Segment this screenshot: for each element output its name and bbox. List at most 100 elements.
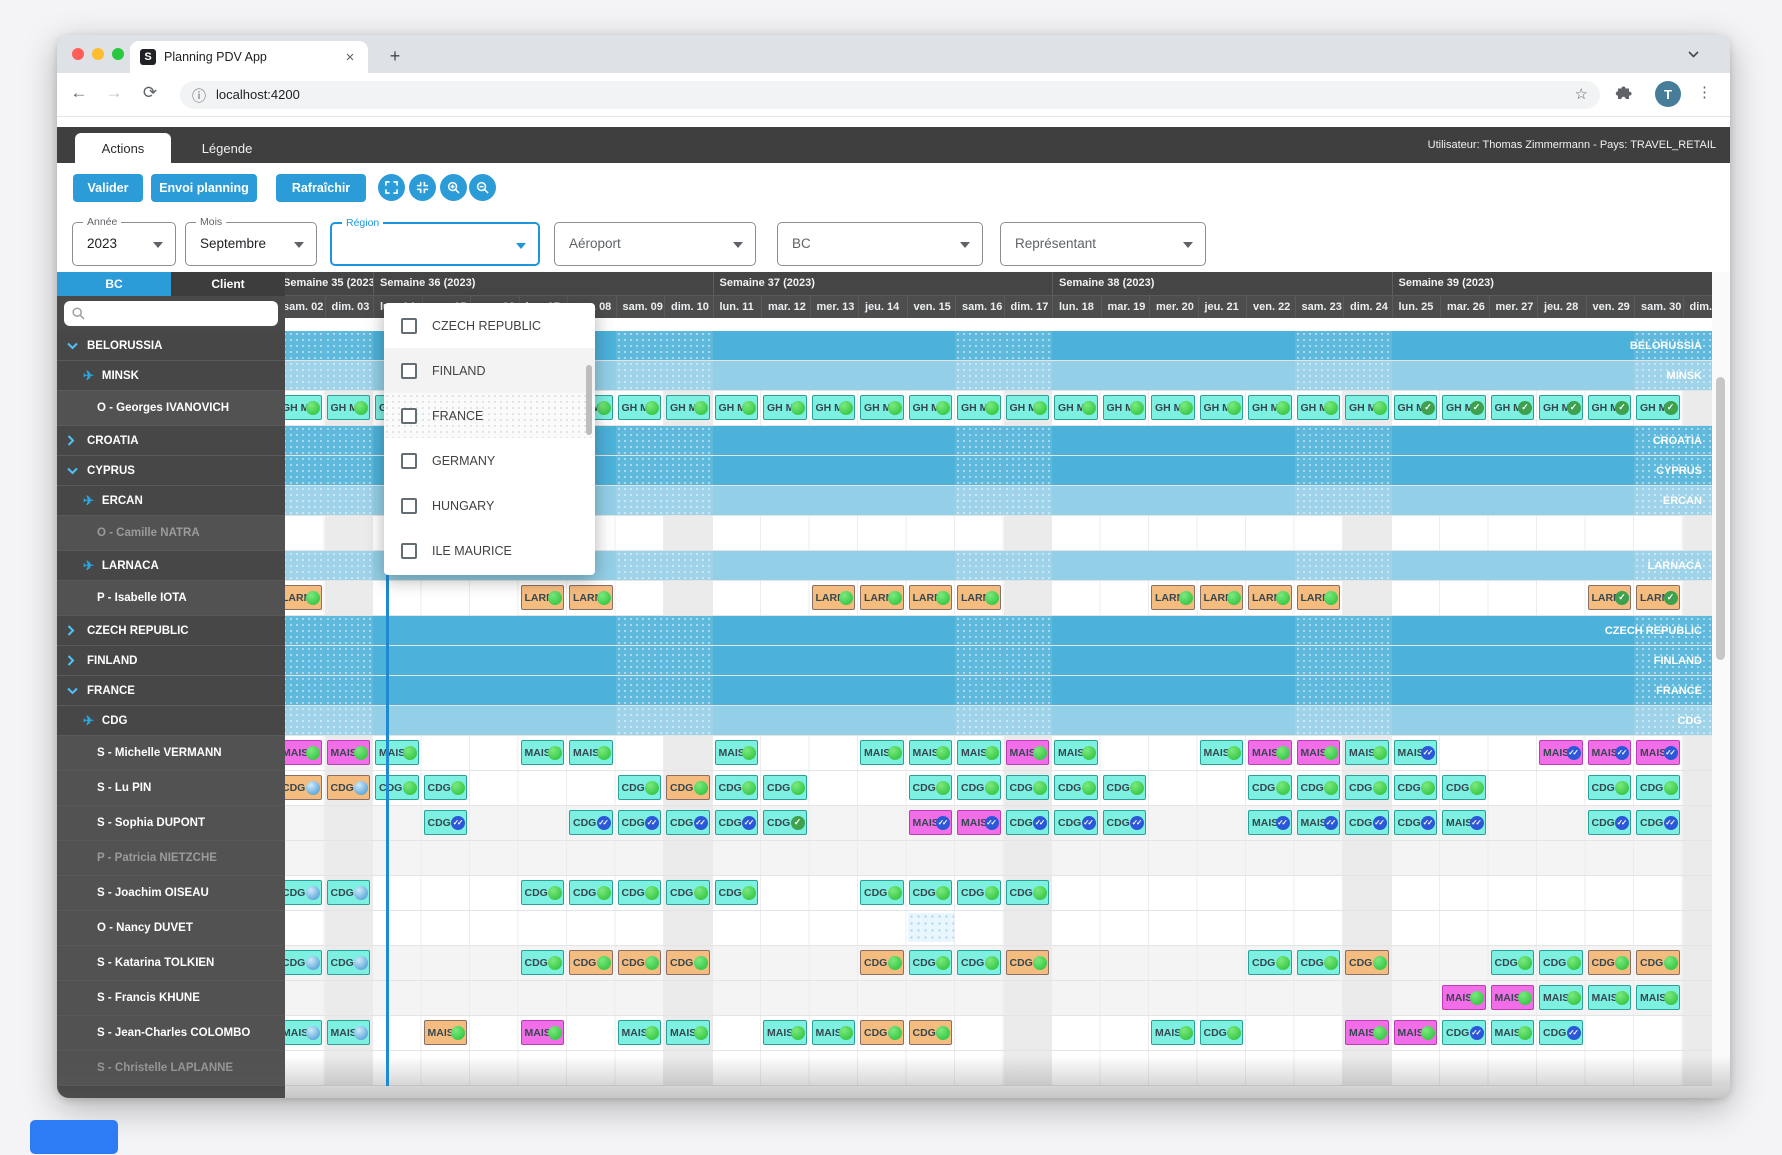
assignment-chip-cdg[interactable]: CDG — [1199, 1020, 1243, 1045]
browser-profile-avatar[interactable]: T — [1655, 81, 1681, 107]
checkbox-icon[interactable] — [401, 497, 417, 514]
assignment-chip-cdg[interactable]: CDG — [1393, 775, 1437, 800]
assignment-chip-mais[interactable]: MAIS — [285, 1020, 322, 1045]
assignment-chip-cdg[interactable]: CDG — [1587, 950, 1631, 975]
expand-icon[interactable] — [378, 174, 405, 201]
assignment-chip-cdg[interactable]: CDG ✓✓ — [1636, 810, 1680, 835]
assignment-chip-cdg[interactable]: CDG — [957, 880, 1001, 905]
assignment-chip-larn[interactable]: LARN — [860, 585, 904, 610]
assignment-chip-cdg[interactable]: CDG — [1636, 950, 1680, 975]
checkbox-icon[interactable] — [401, 542, 417, 559]
assignment-chip-mais[interactable]: MAIS ✓✓ — [1636, 740, 1680, 765]
assignment-chip-cdg[interactable]: CDG — [423, 775, 467, 800]
sidebar-item-s-katarina-tolkien[interactable]: S - Katarina TOLKIEN — [57, 946, 285, 981]
region-option-hungary[interactable]: HUNGARY — [384, 483, 595, 528]
assignment-chip-larn[interactable]: LARN ✓ — [1636, 585, 1680, 610]
assignment-chip-cdg[interactable]: CDG — [520, 880, 564, 905]
assignment-chip-mais[interactable]: MAIS — [285, 740, 322, 765]
dropdown-scrollbar-thumb[interactable] — [586, 365, 592, 435]
assignment-chip-cdg[interactable]: CDG — [569, 950, 613, 975]
assignment-chip-cdg[interactable]: CDG ✓✓ — [1587, 810, 1631, 835]
bookmark-star-icon[interactable]: ☆ — [1574, 86, 1588, 103]
assignment-chip-larn[interactable]: LARN — [1151, 585, 1195, 610]
assignment-chip-cdg[interactable]: CDG — [908, 775, 952, 800]
region-option-france[interactable]: FRANCE — [384, 393, 595, 438]
assignment-chip-cdg[interactable]: CDG ✓ — [763, 810, 807, 835]
checkbox-icon[interactable] — [401, 407, 417, 424]
region-option-czech-republic[interactable]: CZECH REPUBLIC — [384, 303, 595, 348]
assignment-chip-cdg[interactable]: CDG ✓✓ — [1345, 810, 1389, 835]
sidebar-item-s-lu-pin[interactable]: S - Lu PIN — [57, 771, 285, 806]
sidebar-item-s-francis-khune[interactable]: S - Francis KHUNE — [57, 981, 285, 1016]
new-tab-button[interactable]: + — [389, 45, 401, 66]
chevron-right-icon[interactable] — [67, 625, 79, 636]
zoom-in-icon[interactable] — [440, 174, 467, 201]
assignment-chip-cdg[interactable]: CDG — [1054, 775, 1098, 800]
assignment-chip-mais[interactable]: MAIS — [908, 740, 952, 765]
tab-close-icon[interactable]: × — [345, 48, 355, 66]
assignment-chip-gh-m[interactable]: GH M — [1102, 395, 1146, 420]
assignment-chip-cdg[interactable]: CDG — [1005, 950, 1049, 975]
assignment-chip-mais[interactable]: MAIS — [1587, 985, 1631, 1010]
assignment-chip-mais[interactable]: MAIS — [1248, 740, 1292, 765]
assignment-chip-mais[interactable]: MAIS ✓✓ — [957, 810, 1001, 835]
assignment-chip-gh-m[interactable]: GH M — [908, 395, 952, 420]
assignment-chip-cdg[interactable]: CDG — [908, 880, 952, 905]
assignment-chip-mais[interactable]: MAIS ✓✓ — [1393, 740, 1437, 765]
assignment-chip-mais[interactable]: MAIS ✓✓ — [1587, 740, 1631, 765]
chevron-right-icon[interactable] — [67, 435, 79, 446]
assignment-chip-larn[interactable]: LARN — [569, 585, 613, 610]
sidebar-item-o-georges-ivanovich[interactable]: O - Georges IVANOVICH — [57, 391, 285, 426]
site-info-icon[interactable]: ⓘ — [192, 88, 206, 104]
assignment-chip-gh-m[interactable]: GH M — [1199, 395, 1243, 420]
assignment-chip-cdg[interactable]: CDG ✓✓ — [423, 810, 467, 835]
assignment-chip-cdg[interactable]: CDG ✓✓ — [1393, 810, 1437, 835]
assignment-chip-mais[interactable]: MAIS — [375, 740, 419, 765]
representant-select[interactable]: Représentant — [1000, 222, 1206, 266]
assignment-chip-cdg[interactable]: CDG — [714, 880, 758, 905]
assignment-chip-cdg[interactable]: CDG — [285, 775, 322, 800]
assignment-chip-gh-m[interactable]: GH M — [1005, 395, 1049, 420]
assignment-chip-mais[interactable]: MAIS — [326, 1020, 370, 1045]
sidebar-item-s-jean-charles-colombo[interactable]: S - Jean-Charles COLOMBO — [57, 1016, 285, 1051]
region-option-ile-maurice[interactable]: ILE MAURICE — [384, 528, 595, 573]
assignment-chip-cdg[interactable]: CDG — [1539, 950, 1583, 975]
assignment-chip-gh-m[interactable]: GH M ✓ — [1587, 395, 1631, 420]
assignment-chip-cdg[interactable]: CDG — [666, 880, 710, 905]
assignment-chip-larn[interactable]: LARN — [285, 585, 322, 610]
grid-scrollbar[interactable] — [1712, 272, 1730, 1086]
assignment-chip-cdg[interactable]: CDG ✓✓ — [1102, 810, 1146, 835]
assignment-chip-cdg[interactable]: CDG — [666, 950, 710, 975]
assignment-chip-cdg[interactable]: CDG ✓✓ — [666, 810, 710, 835]
region-option-germany[interactable]: GERMANY — [384, 438, 595, 483]
assignment-chip-cdg[interactable]: CDG — [1248, 950, 1292, 975]
reload-icon[interactable]: ⟳ — [142, 83, 158, 102]
assignment-chip-mais[interactable]: MAIS — [1054, 740, 1098, 765]
browser-tab[interactable]: S Planning PDV App × — [130, 41, 368, 73]
rafraichir-button[interactable]: Rafraîchir — [276, 174, 366, 202]
sidebar-item-larnaca[interactable]: ✈ LARNACA — [57, 551, 285, 581]
assignment-chip-cdg[interactable]: CDG — [1005, 880, 1049, 905]
assignment-chip-larn[interactable]: LARN — [908, 585, 952, 610]
assignment-chip-gh-m[interactable]: GH M — [617, 395, 661, 420]
sidebar-item-croatia[interactable]: CROATIA — [57, 426, 285, 456]
assignment-chip-mais[interactable]: MAIS ✓✓ — [1539, 740, 1583, 765]
assignment-chip-larn[interactable]: LARN — [1248, 585, 1292, 610]
forward-icon[interactable]: → — [105, 83, 123, 102]
assignment-chip-cdg[interactable]: CDG — [326, 775, 370, 800]
assignment-chip-cdg[interactable]: CDG — [714, 775, 758, 800]
assignment-chip-mais[interactable]: MAIS — [860, 740, 904, 765]
assignment-chip-cdg[interactable]: CDG — [285, 880, 322, 905]
assignment-chip-cdg[interactable]: CDG ✓✓ — [569, 810, 613, 835]
assignment-chip-gh-m[interactable]: GH M — [811, 395, 855, 420]
region-select[interactable]: Région — [330, 217, 540, 266]
assignment-chip-mais[interactable]: MAIS — [569, 740, 613, 765]
assignment-chip-mais[interactable]: MAIS — [1345, 1020, 1389, 1045]
assignment-chip-mais[interactable]: MAIS — [957, 740, 1001, 765]
assignment-chip-cdg[interactable]: CDG — [908, 950, 952, 975]
assignment-chip-cdg[interactable]: CDG ✓✓ — [1054, 810, 1098, 835]
assignment-chip-cdg[interactable]: CDG — [375, 775, 419, 800]
sidebar-item-cyprus[interactable]: CYPRUS — [57, 456, 285, 486]
assignment-chip-mais[interactable]: MAIS ✓✓ — [1248, 810, 1292, 835]
envoi-planning-button[interactable]: Envoi planning — [151, 174, 257, 202]
